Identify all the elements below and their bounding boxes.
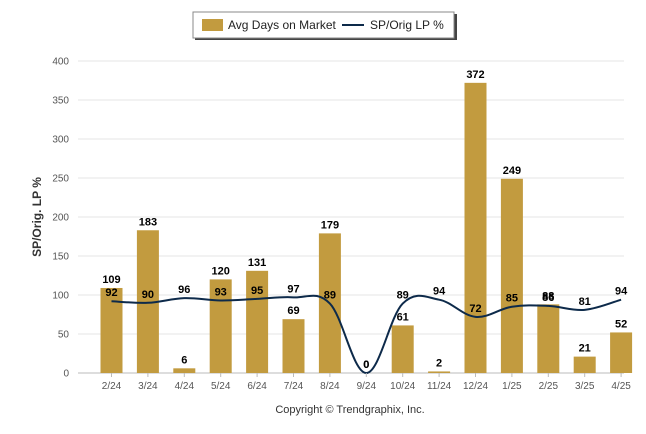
bar-data-label: 61 [397, 311, 409, 323]
legend-bar-swatch [202, 19, 223, 31]
y-tick-label: 400 [52, 57, 69, 68]
x-tick-label: 7/24 [284, 381, 304, 392]
bar-data-label: 249 [503, 165, 521, 177]
bar-data-label: 88 [542, 290, 554, 302]
x-tick-label: 3/24 [138, 381, 158, 392]
line-data-label: 81 [579, 296, 591, 308]
bar [136, 230, 159, 373]
y-tick-label: 250 [52, 174, 69, 185]
x-tick-label: 11/24 [427, 381, 452, 392]
bar [537, 304, 560, 373]
line-data-label: 86 [542, 292, 554, 304]
x-tick-label: 6/24 [247, 381, 267, 392]
y-tick-label: 50 [58, 330, 70, 341]
line-data-label: 72 [469, 303, 481, 315]
legend-line-label: SP/Orig LP % [370, 18, 444, 32]
line-data-label: 89 [324, 290, 336, 302]
bar-data-label: 0 [363, 359, 369, 371]
y-tick-label: 150 [52, 252, 69, 263]
line-data-label: 90 [142, 289, 154, 301]
y-tick-label: 350 [52, 96, 69, 107]
line-data-label: 92 [105, 287, 117, 299]
y-tick-label: 0 [63, 369, 69, 380]
legend-box [192, 11, 455, 39]
bar [173, 368, 196, 373]
bar [464, 82, 487, 373]
bar [391, 325, 414, 373]
x-tick-label: 2/25 [539, 381, 559, 392]
x-tick-label: 12/24 [463, 381, 488, 392]
y-axis-label: SP/Orig. LP % [30, 177, 44, 257]
y-tick-label: 300 [52, 135, 69, 146]
x-tick-label: 3/25 [575, 381, 595, 392]
line-data-label: 96 [178, 284, 190, 296]
x-axis: 2/24 3/24 4/24 5/24 6/24 7/24 8/24 9/24 10/24 11/… [102, 373, 631, 392]
x-tick-label: 4/24 [175, 381, 195, 392]
line-data-label: 97 [287, 283, 299, 295]
bar [282, 319, 305, 373]
grid [78, 60, 624, 374]
bar [610, 332, 633, 373]
x-tick-label: 5/24 [211, 381, 231, 392]
y-tick-label: 200 [52, 213, 69, 224]
bar [246, 270, 269, 373]
bar-data-label: 131 [248, 257, 266, 269]
bar-data-label: 372 [466, 69, 484, 81]
bar [500, 178, 523, 373]
bar-data-label: 120 [212, 265, 230, 277]
line-data-label: 89 [397, 290, 409, 302]
bar [100, 287, 123, 373]
legend-bar-label: Avg Days on Market [228, 18, 336, 32]
x-tick-label: 9/24 [357, 381, 377, 392]
x-tick-label: 4/25 [611, 381, 631, 392]
bar [573, 356, 596, 373]
x-tick-label: 1/25 [502, 381, 522, 392]
line-data-label: 93 [215, 286, 227, 298]
bar-data-labels: 109 183 6 120 131 69 179 0 61 2 372 249 88 21 52 [102, 69, 627, 371]
y-axis: 0 50 100 150 200 250 300 350 400 [52, 57, 69, 380]
bar-series [100, 82, 633, 373]
x-tick-label: 8/24 [320, 381, 340, 392]
bar-data-label: 69 [287, 305, 299, 317]
line-data-labels: 92 90 96 93 95 97 89 0 89 94 72 85 86 81 94 [105, 283, 628, 371]
bar-data-label: 179 [321, 219, 339, 231]
bar-data-label: 6 [181, 354, 187, 366]
line-data-label: 85 [506, 293, 518, 305]
line-data-label: 0 [363, 359, 369, 371]
legend: Avg Days on Market SP/Orig LP % [192, 11, 457, 40]
bar-data-label: 21 [579, 343, 591, 355]
bar-data-label: 183 [139, 216, 157, 228]
line-data-label: 94 [433, 286, 446, 298]
bar-data-label: 2 [436, 357, 442, 369]
bar [209, 279, 232, 373]
x-tick-label: 2/24 [102, 381, 122, 392]
y-tick-label: 100 [52, 291, 69, 302]
bar [428, 371, 451, 373]
line-data-label: 94 [615, 286, 628, 298]
line-data-label: 95 [251, 285, 263, 297]
copyright-text: Copyright © Trendgraphix, Inc. [275, 404, 424, 416]
bar-data-label: 109 [102, 274, 120, 286]
x-tick-label: 10/24 [390, 381, 415, 392]
bar-data-label: 52 [615, 318, 627, 330]
